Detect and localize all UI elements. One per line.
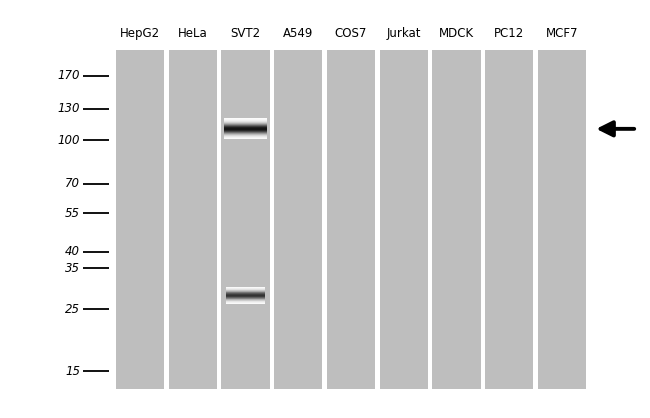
Bar bbox=[224, 126, 266, 127]
Bar bbox=[224, 123, 266, 124]
Bar bbox=[224, 119, 266, 120]
Bar bbox=[224, 128, 266, 129]
Bar bbox=[224, 118, 266, 119]
Bar bbox=[226, 296, 265, 297]
Bar bbox=[224, 135, 266, 136]
Bar bbox=[224, 133, 266, 134]
Text: HepG2: HepG2 bbox=[120, 27, 160, 40]
Bar bbox=[224, 129, 266, 130]
Bar bbox=[224, 129, 266, 130]
Bar bbox=[226, 291, 265, 292]
Bar bbox=[226, 291, 265, 292]
Bar bbox=[226, 301, 265, 302]
Text: PC12: PC12 bbox=[494, 27, 525, 40]
Bar bbox=[224, 138, 266, 139]
Bar bbox=[222, 50, 270, 389]
Text: COS7: COS7 bbox=[335, 27, 367, 40]
Bar bbox=[224, 121, 266, 122]
Text: MDCK: MDCK bbox=[439, 27, 474, 40]
Bar bbox=[224, 124, 266, 125]
Bar bbox=[226, 289, 265, 290]
Bar bbox=[224, 121, 266, 122]
Bar bbox=[224, 136, 266, 137]
Text: 100: 100 bbox=[57, 134, 80, 147]
Bar bbox=[224, 134, 266, 135]
Bar bbox=[116, 50, 164, 389]
Bar bbox=[226, 297, 265, 298]
Bar bbox=[226, 290, 265, 291]
Bar bbox=[226, 299, 265, 300]
Bar bbox=[226, 295, 265, 296]
Bar bbox=[226, 288, 265, 289]
Bar bbox=[224, 137, 266, 138]
Bar bbox=[327, 50, 375, 389]
Bar bbox=[226, 298, 265, 299]
Bar bbox=[226, 302, 265, 303]
Text: 15: 15 bbox=[65, 365, 80, 378]
Bar bbox=[226, 294, 265, 295]
Bar bbox=[224, 127, 266, 128]
Bar bbox=[226, 298, 265, 299]
Bar bbox=[226, 288, 265, 289]
Text: A549: A549 bbox=[283, 27, 313, 40]
Bar bbox=[224, 132, 266, 133]
Bar bbox=[224, 133, 266, 134]
Bar bbox=[224, 122, 266, 123]
Text: 70: 70 bbox=[65, 177, 80, 190]
Text: SVT2: SVT2 bbox=[231, 27, 261, 40]
Bar bbox=[226, 300, 265, 301]
Bar bbox=[226, 303, 265, 304]
Bar bbox=[432, 50, 480, 389]
Bar bbox=[226, 292, 265, 293]
Bar bbox=[224, 131, 266, 132]
Bar bbox=[226, 294, 265, 295]
Bar bbox=[226, 289, 265, 290]
Bar bbox=[226, 302, 265, 303]
Text: 35: 35 bbox=[65, 262, 80, 275]
Text: MCF7: MCF7 bbox=[545, 27, 578, 40]
Bar bbox=[226, 293, 265, 294]
Bar bbox=[380, 50, 428, 389]
Bar bbox=[224, 125, 266, 126]
Bar bbox=[226, 295, 265, 296]
Text: Jurkat: Jurkat bbox=[387, 27, 421, 40]
Bar bbox=[224, 120, 266, 121]
Text: 40: 40 bbox=[65, 245, 80, 258]
Text: 170: 170 bbox=[57, 69, 80, 82]
Text: 25: 25 bbox=[65, 303, 80, 316]
Text: 130: 130 bbox=[57, 102, 80, 115]
Bar bbox=[226, 290, 265, 291]
Bar bbox=[226, 299, 265, 300]
Bar bbox=[224, 131, 266, 132]
Text: 55: 55 bbox=[65, 207, 80, 220]
Bar bbox=[485, 50, 533, 389]
Bar bbox=[169, 50, 217, 389]
Bar bbox=[224, 125, 266, 126]
Bar bbox=[226, 303, 265, 304]
Bar bbox=[226, 287, 265, 288]
Text: HeLa: HeLa bbox=[178, 27, 208, 40]
Bar bbox=[226, 292, 265, 293]
Bar bbox=[224, 135, 266, 136]
Bar bbox=[226, 301, 265, 302]
Bar bbox=[538, 50, 586, 389]
Bar bbox=[224, 124, 266, 125]
Bar bbox=[226, 300, 265, 301]
Bar bbox=[224, 127, 266, 128]
Bar bbox=[224, 130, 266, 131]
Bar bbox=[224, 123, 266, 124]
Bar bbox=[274, 50, 322, 389]
Bar bbox=[224, 137, 266, 138]
